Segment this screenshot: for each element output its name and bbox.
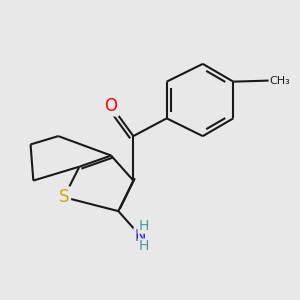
Text: S: S [58, 188, 69, 206]
Text: H: H [138, 239, 148, 253]
Text: CH₃: CH₃ [269, 76, 290, 85]
Text: O: O [105, 97, 118, 115]
Text: N: N [135, 229, 146, 244]
Text: H: H [138, 219, 148, 233]
